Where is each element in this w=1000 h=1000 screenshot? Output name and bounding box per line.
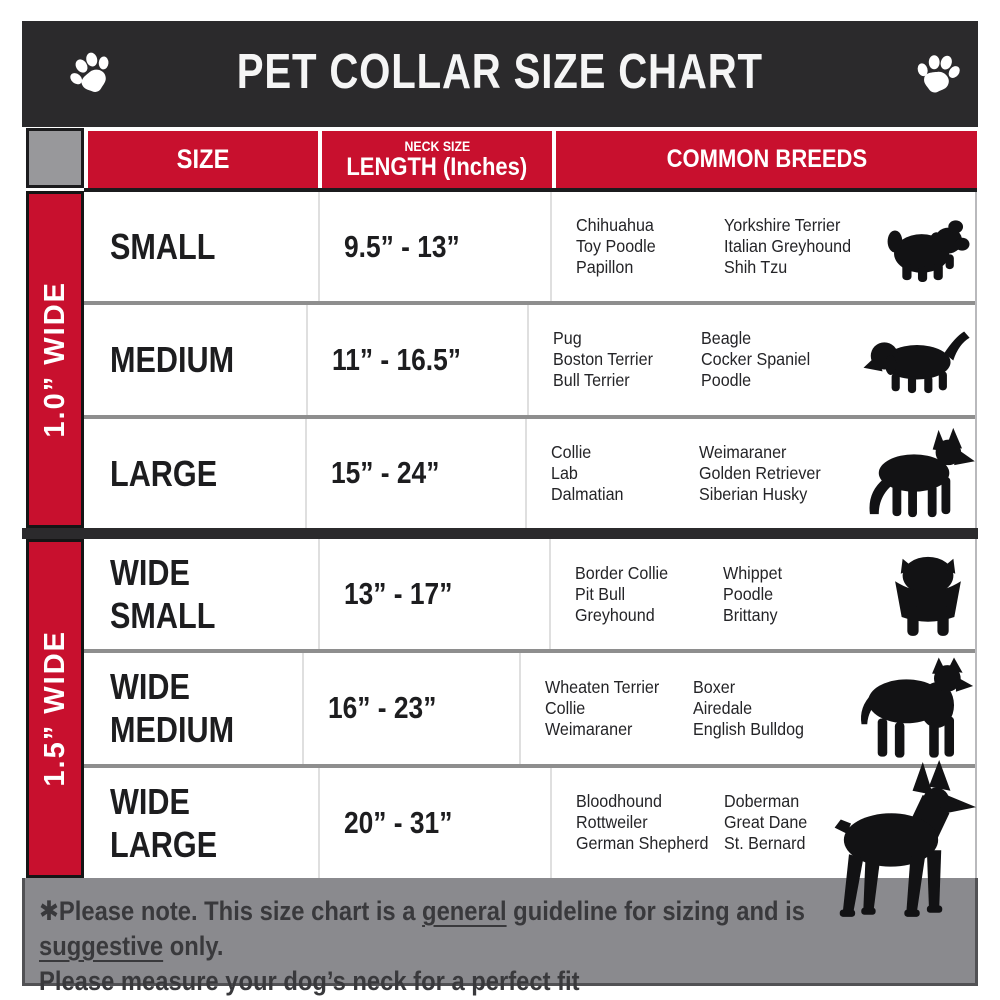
beagle-silhouette-icon — [859, 326, 975, 394]
breeds-list: Yorkshire Terrier Italian Greyhound Shih… — [724, 215, 852, 278]
neck-range-cell: 11” - 16.5” — [308, 305, 529, 415]
footer-line1: ✱Please note. This size chart is a gener… — [39, 896, 805, 961]
column-header-neck-sub: NECK SIZE — [404, 138, 470, 154]
size-cell: LARGE — [84, 418, 308, 528]
neck-range-cell: 9.5” - 13” — [320, 192, 552, 302]
pitbull-silhouette-icon — [851, 655, 975, 761]
breeds-list: Pug Boston Terrier Bull Terrier — [553, 328, 653, 391]
breeds-list: Wheaten Terrier Collie Weimaraner — [545, 676, 660, 739]
corner-spacer-cell — [26, 128, 84, 188]
table-row-large: LARGE 15” - 24” Collie Lab Dalmatian Wei… — [84, 414, 975, 528]
column-header-common-breeds: COMMON BREEDS — [556, 131, 977, 188]
column-header-neck-size: NECK SIZE LENGTH (Inches) — [322, 131, 552, 188]
footer-note: ✱Please note. This size chart is a gener… — [22, 878, 978, 996]
breeds-list: Whippet Poodle Brittany — [723, 562, 783, 625]
breeds-cell: Chihuahua Toy Poodle Papillon Yorkshire … — [552, 192, 975, 301]
size-cell: SMALL — [84, 192, 320, 302]
table-row-wide-medium: WIDE MEDIUM 16” - 23” Wheaten Terrier Co… — [84, 649, 975, 764]
table-row-wide-large: WIDE LARGE 20” - 31” Bloodhound Rottweil… — [84, 763, 975, 878]
shepherd-silhouette-icon — [857, 424, 975, 522]
section-divider-bar — [22, 528, 978, 539]
section-label-1.5-wide: 1.5” WIDE — [26, 539, 84, 878]
doberman-silhouette-icon — [834, 760, 977, 917]
breeds-cell: Wheaten Terrier Collie Weimaraner Boxer … — [521, 653, 975, 763]
table-row-small: SMALL 9.5” - 13” Chihuahua Toy Poodle Pa… — [84, 192, 975, 302]
neck-range-cell: 15” - 24” — [307, 418, 527, 528]
breeds-cell: Collie Lab Dalmatian Weimaraner Golden R… — [527, 419, 975, 528]
footer-line2: Please measure your dog’s neck for a per… — [39, 966, 580, 996]
table-row-wide-small: WIDE SMALL 13” - 17” Border Collie Pit B… — [84, 539, 975, 650]
size-cell: WIDE LARGE — [84, 767, 320, 878]
paw-print-icon — [917, 55, 960, 93]
breeds-list: Bloodhound Rottweiler German Shepherd — [576, 791, 709, 854]
table-section-1.5-wide: WIDE SMALL 13” - 17” Border Collie Pit B… — [84, 539, 977, 878]
column-header-size: SIZE — [88, 131, 318, 188]
table-row-medium: MEDIUM 11” - 16.5” Pug Boston Terrier Bu… — [84, 301, 975, 415]
size-cell: WIDE SMALL — [84, 539, 320, 650]
title-banner: PET COLLAR SIZE CHART — [22, 21, 978, 127]
breeds-list: Chihuahua Toy Poodle Papillon — [576, 215, 656, 278]
neck-range-cell: 20” - 31” — [320, 767, 552, 878]
breeds-list: Doberman Great Dane St. Bernard — [724, 791, 808, 854]
column-header-neck-main: LENGTH (Inches) — [346, 153, 528, 181]
breeds-list: Border Collie Pit Bull Greyhound — [575, 562, 669, 625]
breeds-list: Collie Lab Dalmatian — [551, 441, 624, 504]
neck-range-cell: 13” - 17” — [320, 539, 551, 650]
page-title: PET COLLAR SIZE CHART — [236, 44, 764, 99]
breeds-list: Beagle Cocker Spaniel Poodle — [701, 328, 811, 391]
bulldog-silhouette-icon — [881, 548, 975, 640]
size-cell: MEDIUM — [84, 305, 309, 415]
header-divider-line — [84, 188, 977, 192]
breeds-cell: Border Collie Pit Bull Greyhound Whippet… — [551, 539, 975, 649]
paw-print-icon — [70, 52, 109, 92]
size-cell: WIDE MEDIUM — [84, 653, 305, 764]
breeds-list: Weimaraner Golden Retriever Siberian Hus… — [699, 441, 821, 504]
breeds-cell: Pug Boston Terrier Bull Terrier Beagle C… — [529, 305, 975, 414]
table-section-1.0-wide: SMALL 9.5” - 13” Chihuahua Toy Poodle Pa… — [84, 192, 977, 528]
neck-range-cell: 16” - 23” — [304, 653, 521, 764]
section-label-1.0-wide: 1.0” WIDE — [26, 191, 84, 528]
breeds-list: Boxer Airedale English Bulldog — [693, 676, 804, 739]
breeds-cell: Bloodhound Rottweiler German Shepherd Do… — [552, 768, 975, 878]
shih-tzu-silhouette-icon — [882, 210, 975, 284]
